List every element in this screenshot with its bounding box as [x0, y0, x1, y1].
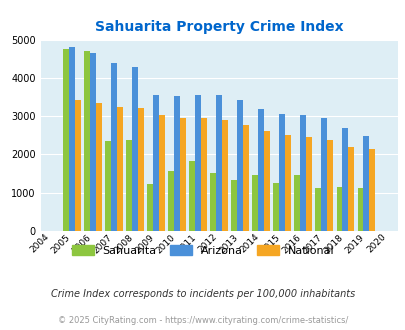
Bar — [216, 95, 222, 231]
Bar — [69, 47, 75, 231]
Bar — [252, 175, 258, 231]
Legend: Sahuarita, Arizona, National: Sahuarita, Arizona, National — [67, 241, 338, 260]
Bar — [321, 118, 326, 231]
Bar — [279, 114, 285, 231]
Text: © 2025 CityRating.com - https://www.cityrating.com/crime-statistics/: © 2025 CityRating.com - https://www.city… — [58, 316, 347, 325]
Bar — [315, 188, 321, 231]
Bar — [138, 108, 144, 231]
Bar — [341, 128, 347, 231]
Bar — [243, 125, 249, 231]
Bar — [153, 95, 159, 231]
Bar — [168, 171, 174, 231]
Bar — [305, 137, 311, 231]
Bar — [258, 109, 264, 231]
Bar — [231, 180, 237, 231]
Bar — [357, 188, 362, 231]
Bar — [347, 147, 353, 231]
Bar — [105, 141, 111, 231]
Text: Crime Index corresponds to incidents per 100,000 inhabitants: Crime Index corresponds to incidents per… — [51, 289, 354, 299]
Bar — [63, 49, 69, 231]
Bar — [147, 184, 153, 231]
Bar — [326, 140, 333, 231]
Bar — [111, 63, 117, 231]
Bar — [300, 115, 305, 231]
Bar — [336, 187, 341, 231]
Bar — [75, 100, 81, 231]
Bar — [210, 173, 216, 231]
Bar — [132, 67, 138, 231]
Bar — [222, 120, 228, 231]
Bar — [294, 175, 300, 231]
Bar — [273, 183, 279, 231]
Bar — [369, 149, 374, 231]
Bar — [174, 96, 180, 231]
Bar — [84, 51, 90, 231]
Bar — [159, 115, 164, 231]
Bar — [237, 100, 243, 231]
Bar — [96, 103, 102, 231]
Bar — [90, 53, 96, 231]
Bar — [117, 107, 123, 231]
Bar — [126, 140, 132, 231]
Title: Sahuarita Property Crime Index: Sahuarita Property Crime Index — [95, 20, 343, 34]
Bar — [285, 135, 290, 231]
Bar — [180, 118, 185, 231]
Bar — [200, 118, 207, 231]
Bar — [264, 131, 269, 231]
Bar — [195, 95, 200, 231]
Bar — [362, 136, 369, 231]
Bar — [189, 161, 195, 231]
